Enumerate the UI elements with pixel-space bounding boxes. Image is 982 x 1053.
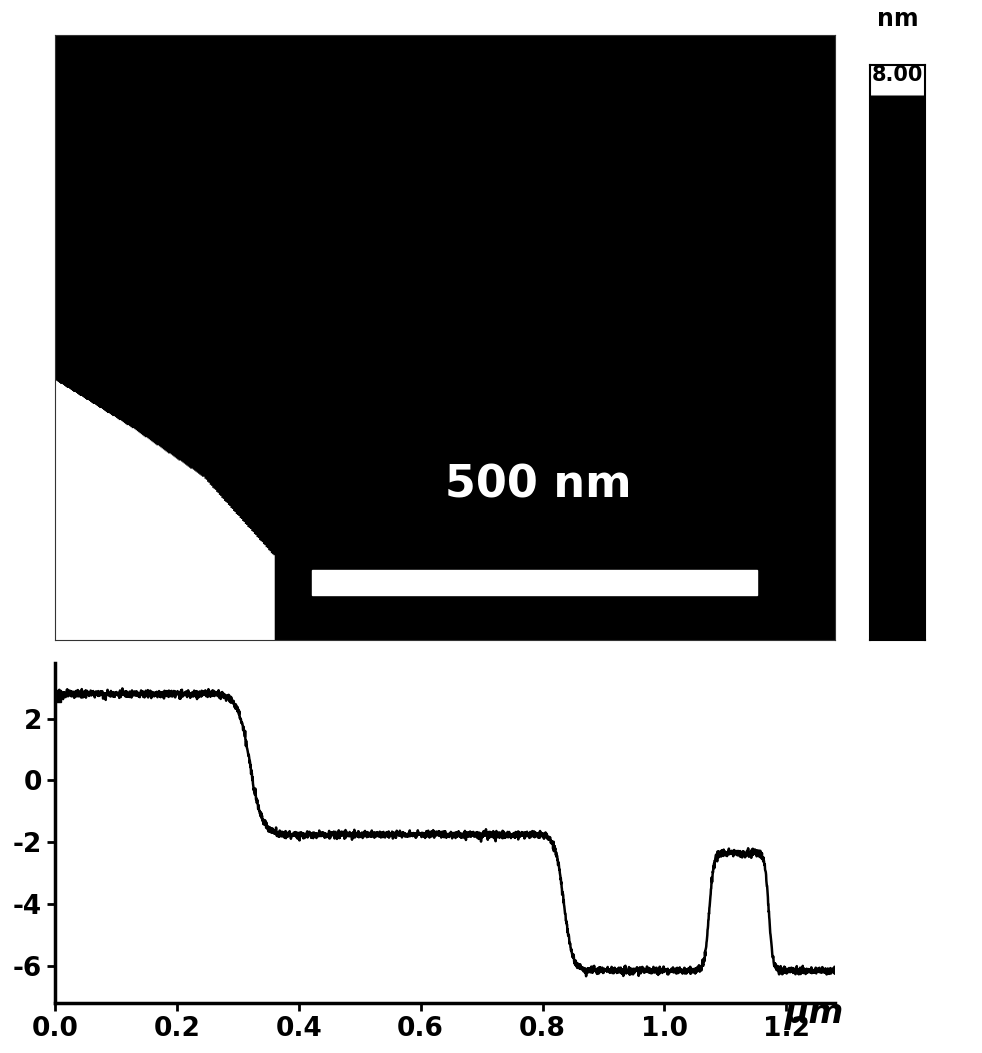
Text: μm: μm (785, 997, 845, 1030)
Text: nm: nm (877, 6, 918, 31)
Bar (312, 571, 757, 595)
Text: 500 nm: 500 nm (446, 464, 631, 506)
Text: 8.00: 8.00 (872, 65, 923, 85)
